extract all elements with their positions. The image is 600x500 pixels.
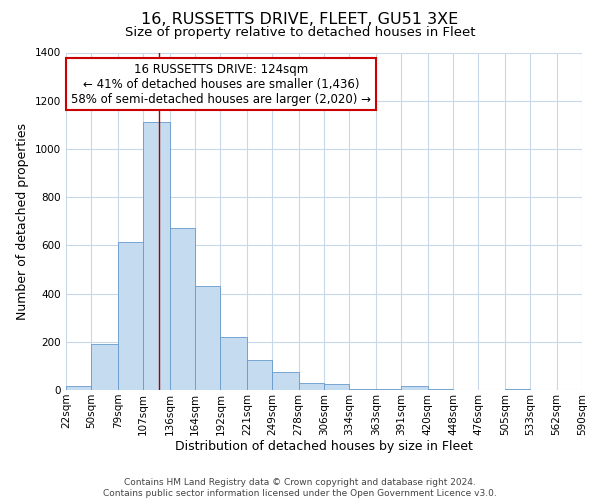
Bar [401,386,428,390]
Text: 16 RUSSETTS DRIVE: 124sqm
← 41% of detached houses are smaller (1,436)
58% of se: 16 RUSSETTS DRIVE: 124sqm ← 41% of detac… [71,62,371,106]
Bar [272,372,299,390]
Bar [220,337,247,390]
Bar [247,360,272,390]
Bar [376,389,401,390]
Bar [349,389,376,390]
Bar [428,389,453,390]
Bar [118,242,143,390]
Bar [66,386,91,390]
Y-axis label: Number of detached properties: Number of detached properties [16,122,29,320]
Bar [91,344,118,390]
Bar [170,228,195,390]
Bar [299,383,324,390]
Bar [195,286,220,390]
Text: Contains HM Land Registry data © Crown copyright and database right 2024.
Contai: Contains HM Land Registry data © Crown c… [103,478,497,498]
Bar [143,122,170,390]
X-axis label: Distribution of detached houses by size in Fleet: Distribution of detached houses by size … [175,440,473,454]
Bar [324,384,349,390]
Text: Size of property relative to detached houses in Fleet: Size of property relative to detached ho… [125,26,475,39]
Text: 16, RUSSETTS DRIVE, FLEET, GU51 3XE: 16, RUSSETTS DRIVE, FLEET, GU51 3XE [142,12,458,28]
